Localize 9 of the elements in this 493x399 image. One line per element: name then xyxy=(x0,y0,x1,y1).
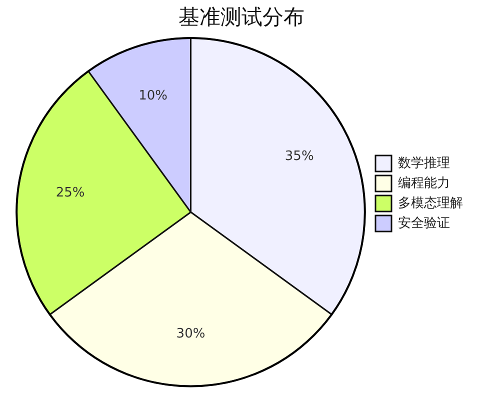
data-label: 30% xyxy=(176,326,206,342)
legend-label: 多模态理解 xyxy=(398,196,463,211)
legend-label: 数学推理 xyxy=(398,156,450,171)
legend-label: 编程能力 xyxy=(398,176,450,191)
data-label: 25% xyxy=(56,185,85,200)
chart-title: 基准测试分布 xyxy=(178,5,304,30)
data-label: 35% xyxy=(284,149,314,164)
legend-label: 安全验证 xyxy=(398,214,450,231)
data-label: 10% xyxy=(138,88,168,104)
